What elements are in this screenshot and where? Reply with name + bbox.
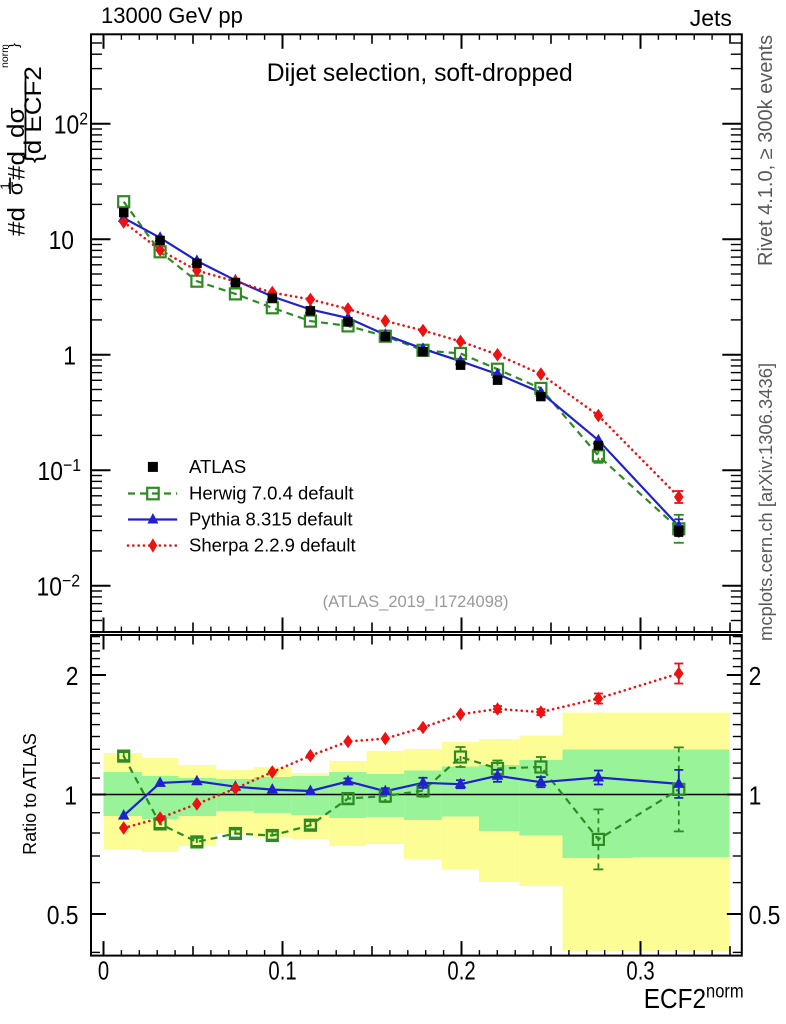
svg-text:0.2: 0.2 <box>447 956 475 985</box>
svg-text:{d ECF2: {d ECF2 <box>20 66 47 163</box>
svg-text:norm: norm <box>0 44 11 68</box>
svg-text:Dijet selection, soft-dropped: Dijet selection, soft-dropped <box>267 60 573 87</box>
svg-text:Jets: Jets <box>690 5 732 31</box>
svg-text:mcplots.cern.ch [arXiv:1306.34: mcplots.cern.ch [arXiv:1306.3436] <box>755 363 776 641</box>
svg-text:1: 1 <box>0 182 12 190</box>
svg-text:Pythia 8.315 default: Pythia 8.315 default <box>189 509 353 530</box>
svg-text:10: 10 <box>49 227 74 256</box>
svg-text:(ATLAS_2019_I1724098): (ATLAS_2019_I1724098) <box>323 593 509 611</box>
svg-text:2: 2 <box>749 663 762 692</box>
svg-text:σ: σ <box>5 182 27 196</box>
svg-text:0.1: 0.1 <box>268 956 296 985</box>
svg-text:Rivet 4.1.0, ≥ 300k events: Rivet 4.1.0, ≥ 300k events <box>755 35 777 266</box>
svg-text:}: } <box>7 43 22 48</box>
svg-text:Sherpa 2.2.9 default: Sherpa 2.2.9 default <box>189 535 356 556</box>
svg-text:1: 1 <box>749 782 762 811</box>
svg-text:0.5: 0.5 <box>749 902 781 931</box>
svg-text:Ratio to ATLAS: Ratio to ATLAS <box>20 733 40 855</box>
svg-text:ATLAS: ATLAS <box>189 456 246 477</box>
svg-text:#d: #d <box>4 207 31 236</box>
svg-text:0: 0 <box>98 956 109 985</box>
svg-text:0.5: 0.5 <box>47 902 79 931</box>
svg-text:0.3: 0.3 <box>626 956 654 985</box>
svg-text:13000 GeV pp: 13000 GeV pp <box>101 3 243 28</box>
svg-text:10−1: 10−1 <box>38 455 81 486</box>
svg-text:2: 2 <box>66 663 79 692</box>
svg-text:1: 1 <box>63 342 76 371</box>
svg-text:Herwig 7.0.4 default: Herwig 7.0.4 default <box>189 483 354 504</box>
svg-text:1: 1 <box>64 782 77 811</box>
